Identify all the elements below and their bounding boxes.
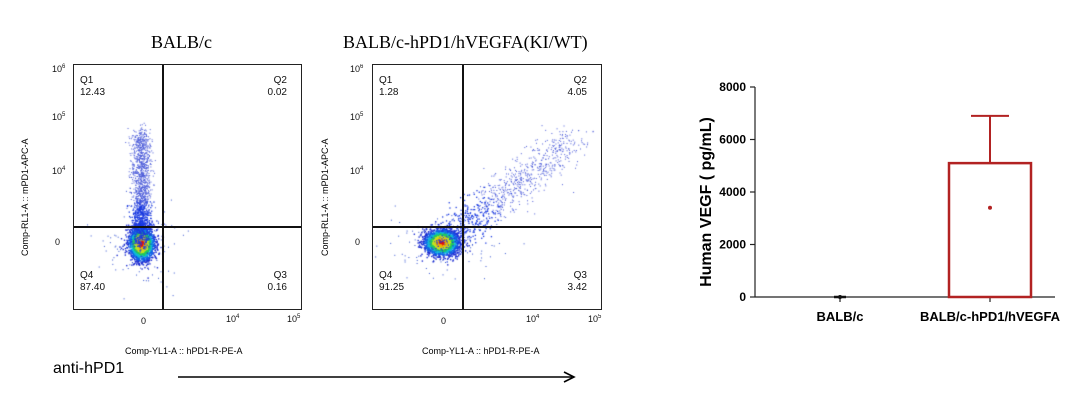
flow-2-plot-area: Q1 1.28 Q2 4.05 Q4 91.25 Q3 3.42 (372, 64, 602, 310)
bar-chart-axes: 0 2000 4000 6000 8000 BALB/c BALB/c-hPD1/hVEGF… (719, 80, 1060, 324)
flow-1-y-axis-label: Comp-RL1-A :: mPD1-APC-A (20, 138, 30, 256)
flow-2-ytick-0: 0 (355, 237, 361, 247)
vegf-bar-chart: Human VEGF ( pg/mL) 0 2000 4000 6000 8000 BAL… (698, 80, 1061, 324)
flow-1-xtick-1e4: 104 (226, 314, 240, 324)
flow-2-gate-vertical (462, 65, 464, 309)
flow-2-y-axis-label: Comp-RL1-A :: mPD1-APC-A (320, 138, 330, 256)
arrow (178, 371, 576, 383)
flow-1-dot-cloud (74, 65, 301, 309)
flow-1-xtick-1e5: 105 (287, 314, 301, 324)
arrow-label: anti-hPD1 (53, 360, 125, 377)
arrow-head (563, 371, 576, 383)
flow-1-q1: Q1 12.43 (80, 75, 106, 98)
flow-2-dot-cloud (373, 65, 601, 309)
flow-2-ytick-1e6: 106 (350, 64, 364, 74)
flow-2-gate-horizontal (373, 226, 601, 228)
flow-1-q3: Q3 0.16 (267, 270, 287, 293)
flow-2-ytick-1e4: 104 (350, 166, 364, 176)
flow-2-q2: Q2 4.05 (567, 75, 587, 98)
bar-chart-marks (834, 114, 1033, 299)
flow-1-gate-horizontal (74, 226, 301, 228)
flow-1-ytick-0: 0 (55, 237, 61, 247)
flow-1-ytick-1e5: 105 (52, 112, 66, 122)
bar-chart-ytick-label: 6000 (719, 133, 746, 147)
bar-chart-y-axis-label: Human VEGF ( pg/mL) (698, 117, 715, 287)
flow-2-x-axis-label: Comp-YL1-A :: hPD1-R-PE-A (422, 346, 540, 356)
flow-1-x-axis-label: Comp-YL1-A :: hPD1-R-PE-A (125, 346, 243, 356)
flow-2-q3: Q3 3.42 (567, 270, 587, 293)
flow-panel-2-title: BALB/c-hPD1/hVEGFA(KI/WT) (343, 32, 588, 52)
flow-2-ytick-1e5: 105 (350, 112, 364, 122)
flow-panel-1-title: BALB/c (151, 32, 212, 52)
bar-chart-ytick-label: 0 (739, 290, 746, 304)
bar-chart-ytick-label: 8000 (719, 80, 746, 94)
bar-chart-category-label: BALB/c (817, 309, 864, 324)
flow-1-ytick-1e6: 106 (52, 64, 66, 74)
bar-chart-ytick-label: 4000 (719, 185, 746, 199)
flow-2-xtick-0: 0 (441, 316, 447, 326)
flow-2-q1: Q1 1.28 (379, 75, 399, 98)
flow-1-q2: Q2 0.02 (267, 75, 287, 98)
flow-1-gate-vertical (162, 65, 164, 309)
data-point (838, 295, 842, 299)
flow-1-q4: Q4 87.40 (80, 270, 106, 293)
flow-2-xtick-1e5: 105 (588, 314, 602, 324)
flow-1-plot-area: Q1 12.43 Q2 0.02 Q4 87.40 Q3 0.16 (73, 64, 302, 310)
data-point (988, 205, 992, 210)
bar (947, 161, 1033, 299)
flow-1-ytick-1e4: 104 (52, 166, 66, 176)
flow-2-xtick-1e4: 104 (526, 314, 540, 324)
bar-chart-category-label: BALB/c-hPD1/hVEGFA (920, 309, 1061, 324)
flow-2-q4: Q4 91.25 (379, 270, 405, 293)
flow-1-xtick-0: 0 (141, 316, 147, 326)
bar-chart-ytick-label: 2000 (719, 238, 746, 252)
